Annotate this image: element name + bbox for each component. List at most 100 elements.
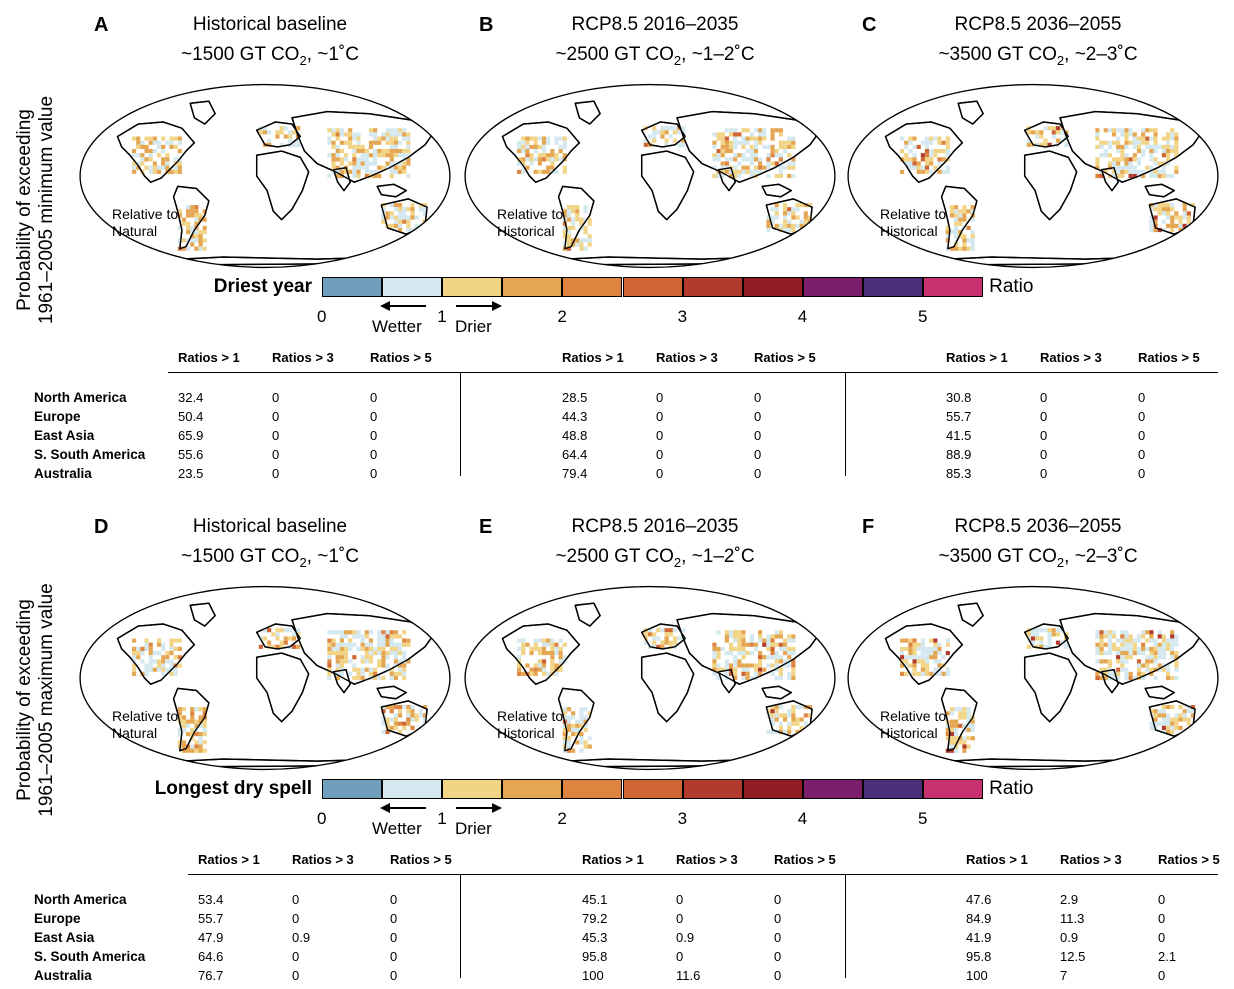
panel-letter: C [862, 14, 877, 36]
table-row-label: S. South America [34, 447, 146, 462]
table-cell: 0 [754, 447, 762, 462]
map-relative-label: Natural [112, 223, 158, 239]
colorbar-swatch [682, 277, 743, 297]
table-cell: 45.1 [582, 892, 608, 907]
colorbar-tick: 0 [317, 307, 327, 326]
colorbar-swatch [322, 277, 383, 297]
table-row-label: S. South America [34, 949, 146, 964]
panel-title-line1: RCP8.5 2036–2055 [954, 516, 1122, 537]
table-cell: 0 [370, 390, 378, 405]
map-relative-label: Historical [880, 223, 938, 239]
table-header: Ratios > 3 [1060, 852, 1122, 867]
table-cell: 0 [754, 390, 762, 405]
colorbar-swatch [442, 779, 503, 799]
map-border [79, 585, 451, 771]
table-cell: 0 [656, 428, 664, 443]
map-border [464, 585, 836, 771]
title-temp: , ~1–2˚C [681, 546, 755, 567]
colorbar-swatch [802, 277, 863, 297]
panel-title-line1: RCP8.5 2016–2035 [571, 516, 739, 537]
table-header: Ratios > 1 [946, 350, 1008, 365]
panel-title-line1: Historical baseline [192, 14, 348, 35]
table-cell: 7 [1060, 968, 1068, 983]
colorbar-swatch [562, 277, 623, 297]
y-axis-label-bottom-1: 1961–2005 maximum value [36, 583, 57, 817]
title-subscript: 2 [299, 52, 307, 68]
table-rule [168, 372, 1218, 373]
table-cell: 64.4 [562, 447, 588, 462]
panel-letter: A [94, 14, 109, 36]
table-cell: 95.8 [582, 949, 608, 964]
table-cell: 0 [370, 447, 378, 462]
y-axis-label-top-0: Probability of exceeding [14, 109, 35, 311]
map-border [464, 83, 836, 269]
table-header: Ratios > 3 [292, 852, 354, 867]
table-rule [188, 874, 1218, 875]
table-cell: 47.6 [966, 892, 992, 907]
table-header: Ratios > 3 [656, 350, 718, 365]
table-cell: 88.9 [946, 447, 972, 462]
table-cell: 47.9 [198, 930, 224, 945]
table-cell: 48.8 [562, 428, 588, 443]
colorbar-swatch [322, 779, 383, 799]
table-cell: 12.5 [1060, 949, 1086, 964]
colorbar-swatch [442, 277, 503, 297]
map-cells [900, 628, 1196, 753]
table-header: Ratios > 3 [272, 350, 334, 365]
table-cell: 0 [292, 911, 300, 926]
table-cell: 64.6 [198, 949, 224, 964]
table-cell: 0 [1158, 930, 1166, 945]
colorbar-tick: 2 [557, 809, 567, 828]
table-cell: 0 [1040, 466, 1048, 481]
colorbar-ratio-label: Ratio [989, 778, 1034, 799]
drier-arrowhead-icon [492, 301, 502, 311]
table-cell: 0 [1138, 409, 1146, 424]
colorbar-swatch [622, 277, 683, 297]
table-cell: 0 [656, 409, 664, 424]
table-cell: 84.9 [966, 911, 992, 926]
colorbar-tick: 3 [677, 307, 688, 326]
table-header: Ratios > 1 [178, 350, 240, 365]
table-row-label: North America [34, 892, 127, 907]
title-co2: ~3500 GT CO [938, 546, 1057, 567]
table-cell: 0 [656, 447, 664, 462]
panel-title-line2: ~3500 GT CO2, ~2–3˚C [888, 544, 1188, 576]
map-E [464, 585, 836, 771]
colorbar-swatch [862, 277, 923, 297]
colorbar-swatch [622, 779, 683, 799]
colorbar-tick: 3 [677, 809, 688, 828]
table-cell: 41.5 [946, 428, 972, 443]
colorbar-swatch [802, 779, 863, 799]
table-cell: 0 [1138, 466, 1146, 481]
table-cell: 0 [272, 428, 280, 443]
table-separator [460, 874, 461, 978]
colorbar-tick: 1 [437, 307, 447, 326]
table-row-label: Australia [34, 466, 92, 481]
colorbar-tick: 2 [557, 307, 567, 326]
table-cell: 0 [1040, 447, 1048, 462]
drier-label: Drier [455, 819, 492, 838]
table-cell: 0.9 [1060, 930, 1079, 945]
table-cell: 0 [390, 949, 398, 964]
panel-title-line1: Historical baseline [192, 516, 348, 537]
table-header: Ratios > 1 [562, 350, 624, 365]
map-relative-label: Relative to [880, 206, 947, 222]
panel-title-line2: ~1500 GT CO2, ~1˚C [120, 544, 420, 576]
map-border [79, 83, 451, 269]
direction-arrows-icon [380, 803, 502, 813]
table-cell: 0 [676, 949, 684, 964]
colorbar-tick: 4 [797, 307, 808, 326]
table-row-label: Australia [34, 968, 92, 983]
table-cell: 0.9 [676, 930, 695, 945]
table-cell: 0 [1040, 409, 1048, 424]
colorbar-swatch [923, 779, 984, 799]
panel-letter: B [479, 14, 494, 36]
table-cell: 2.9 [1060, 892, 1079, 907]
panel-title-line1: RCP8.5 2016–2035 [571, 14, 739, 35]
table-cell: 0 [754, 409, 762, 424]
table-cell: 0 [390, 911, 398, 926]
map-border [847, 585, 1219, 771]
colorbar-swatch [923, 277, 984, 297]
table-header: Ratios > 5 [390, 852, 452, 867]
table-cell: 0 [754, 428, 762, 443]
